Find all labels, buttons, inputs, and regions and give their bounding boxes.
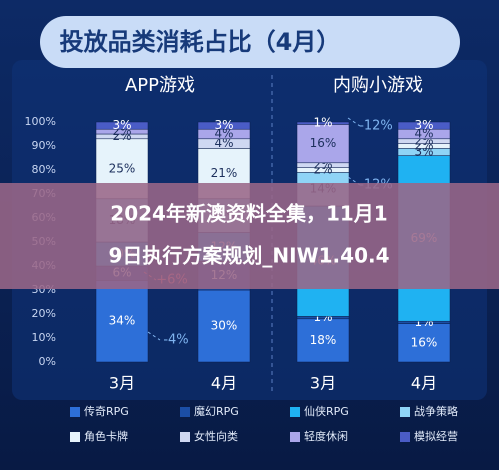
- data-label: 34%: [109, 314, 136, 328]
- data-label: 18%: [310, 333, 337, 347]
- legend-swatch: [290, 432, 300, 442]
- legend-swatch: [180, 432, 190, 442]
- x-tick-label: 3月: [109, 374, 135, 393]
- x-tick-label: 4月: [411, 374, 437, 393]
- legend-swatch: [400, 407, 410, 417]
- group-label: 内购小游戏: [333, 75, 423, 96]
- y-tick-label: 90%: [32, 139, 56, 152]
- legend-label: 模拟经营: [414, 429, 458, 443]
- y-tick-label: 10%: [32, 331, 56, 344]
- bar-segment: [397, 323, 451, 363]
- bar-segment: [95, 121, 149, 130]
- data-label: 16%: [310, 136, 337, 150]
- change-annotation: -12%: [359, 119, 393, 134]
- legend-label: 魔幻RPG: [194, 404, 239, 418]
- y-tick-label: 20%: [32, 307, 56, 320]
- x-tick-label: 3月: [310, 374, 336, 393]
- data-label: 4%: [214, 127, 233, 141]
- data-label: 4%: [414, 127, 433, 141]
- overlay-text: 9日执行方案规划_NIW1.40.4: [108, 244, 389, 268]
- legend-label: 战争策略: [414, 404, 458, 418]
- data-label: 30%: [211, 319, 238, 333]
- data-label: 16%: [411, 335, 438, 349]
- data-label: 3%: [112, 118, 131, 132]
- legend-swatch: [290, 407, 300, 417]
- title-pill: [40, 16, 460, 68]
- legend-swatch: [400, 432, 410, 442]
- legend-label: 仙侠RPG: [304, 405, 349, 418]
- bar-segment: [197, 289, 251, 363]
- legend-label: 角色卡牌: [84, 429, 128, 443]
- overlay-banner: [0, 183, 499, 289]
- legend-swatch: [70, 407, 80, 417]
- data-label: 25%: [109, 161, 136, 175]
- y-tick-label: 100%: [25, 115, 56, 128]
- data-label: 4%: [214, 136, 233, 150]
- group-label: APP游戏: [125, 75, 195, 96]
- overlay-text: 2024年新澳资料全集，11月1: [110, 202, 387, 226]
- legend-swatch: [70, 432, 80, 442]
- bar-segment: [95, 280, 149, 363]
- annotation-connector: [147, 331, 161, 341]
- data-label: 1%: [313, 116, 332, 130]
- bar-segment: [197, 121, 251, 130]
- bar-segment: [296, 121, 350, 125]
- chart-title: 投放品类消耗占比（4月）: [60, 28, 341, 56]
- x-tick-label: 4月: [211, 374, 237, 393]
- bar-segment: [397, 121, 451, 130]
- y-tick-label: 80%: [32, 163, 56, 176]
- legend-label: 轻度休闲: [304, 429, 348, 443]
- data-label: 3%: [214, 118, 233, 132]
- legend-swatch: [180, 407, 190, 417]
- y-tick-label: 0%: [39, 355, 56, 368]
- legend-label: 女性向类: [194, 429, 238, 443]
- legend-label: 传奇RPG: [84, 405, 129, 418]
- bar-segment: [296, 318, 350, 363]
- change-annotation: -4%: [163, 333, 188, 348]
- annotation-connector: [347, 117, 361, 127]
- data-label: 3%: [414, 118, 433, 132]
- bar-segment: [296, 124, 350, 164]
- data-label: 21%: [211, 166, 238, 180]
